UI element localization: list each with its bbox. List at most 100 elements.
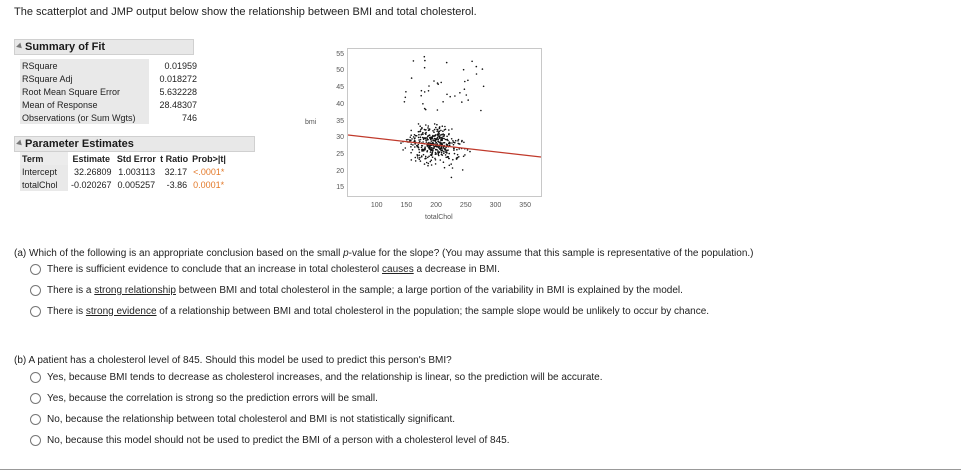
- prob-cell: <.0001*: [193, 166, 225, 177]
- scatter-point: [450, 138, 453, 140]
- scatter-point: [438, 130, 441, 133]
- scatter-point: [425, 141, 428, 143]
- fit-label: RSquare: [20, 59, 149, 72]
- scatter-point: [446, 149, 448, 152]
- scatter-point: [417, 123, 420, 125]
- option-underlined-text: strong relationship: [94, 284, 176, 296]
- y-tick-label: 25: [336, 150, 344, 158]
- question-b-option-2[interactable]: Yes, because the correlation is strong s…: [30, 391, 378, 405]
- option-underlined-text: strong evidence: [85, 305, 157, 317]
- scatter-point: [439, 143, 442, 145]
- scatter-point: [443, 141, 446, 144]
- scatter-point: [457, 142, 459, 145]
- scatter-point: [430, 153, 433, 155]
- question-b-option-4[interactable]: No, because this model should not be use…: [30, 433, 510, 447]
- scatter-point: [434, 140, 437, 142]
- scatter-point: [430, 149, 432, 152]
- question-a-italic: p: [343, 248, 349, 259]
- scatter-point: [402, 149, 404, 151]
- scatter-point: [467, 79, 469, 82]
- scatter-point: [403, 101, 406, 103]
- scatter-point: [423, 163, 426, 165]
- scatter-point: [409, 136, 412, 138]
- radio-button[interactable]: [30, 263, 41, 275]
- disclosure-triangle-icon[interactable]: [16, 139, 24, 148]
- scatter-point: [404, 147, 407, 149]
- radio-button[interactable]: [30, 305, 41, 317]
- intro-text: The scatterplot and JMP output below sho…: [14, 6, 477, 18]
- x-tick-label: 150: [400, 202, 413, 209]
- scatter-point: [417, 143, 420, 146]
- scatter-point: [441, 125, 444, 127]
- scatter-point: [412, 144, 414, 146]
- scatter-point: [414, 156, 417, 159]
- scatter-point: [462, 68, 465, 71]
- option-text: There is a strong relationship between B…: [47, 285, 683, 296]
- scatter-point: [418, 154, 420, 156]
- scatter-point: [456, 148, 458, 151]
- scatter-point: [428, 155, 430, 158]
- scatter-point: [434, 138, 436, 140]
- disclosure-triangle-icon[interactable]: [16, 42, 24, 51]
- estimate-cell: -0.020267: [71, 179, 112, 190]
- y-axis-label: bmi: [305, 119, 317, 126]
- option-text: No, because this model should not be use…: [47, 434, 510, 446]
- scatter-point: [443, 134, 446, 136]
- scatter-point: [452, 143, 455, 146]
- scatter-point: [440, 150, 442, 152]
- scatter-point: [435, 126, 437, 129]
- scatter-point: [444, 128, 447, 131]
- scatter-point: [448, 157, 450, 160]
- scatter-point: [466, 149, 469, 151]
- scatter-point: [419, 160, 422, 162]
- scatter-point: [430, 142, 432, 145]
- scatter-point: [443, 137, 445, 140]
- question-a-option-1[interactable]: There is sufficient evidence to conclude…: [30, 262, 500, 276]
- scatter-point: [437, 152, 440, 155]
- question-b-option-3[interactable]: No, because the relationship between tot…: [30, 412, 455, 426]
- scatter-point: [422, 141, 424, 143]
- scatter-point: [413, 134, 416, 136]
- scatter-point: [407, 138, 409, 141]
- scatter-point: [451, 167, 454, 169]
- radio-button[interactable]: [30, 434, 41, 446]
- scatter-point: [422, 103, 424, 105]
- y-tick-label: 40: [336, 100, 344, 108]
- scatter-point: [430, 140, 433, 142]
- question-a-option-3[interactable]: There is strong evidence of a relationsh…: [30, 304, 709, 318]
- scatter-point: [449, 141, 451, 144]
- scatter-point: [453, 149, 455, 151]
- scatter-point: [423, 107, 426, 110]
- radio-button[interactable]: [30, 392, 41, 404]
- summary-of-fit-header[interactable]: Summary of Fit: [14, 39, 194, 55]
- scatter-point: [475, 65, 478, 68]
- question-a-prefix: (a) Which of the following is an appropr…: [14, 248, 344, 259]
- scatter-point: [427, 164, 429, 167]
- scatter-point: [438, 136, 441, 138]
- parameter-estimates-title: Parameter Estimates: [25, 138, 134, 150]
- scatter-point: [443, 166, 446, 169]
- scatter-point: [475, 73, 478, 75]
- scatter-point: [421, 126, 423, 129]
- question-a-option-2[interactable]: There is a strong relationship between B…: [30, 283, 683, 297]
- scatter-point: [454, 95, 456, 97]
- scatter-point: [453, 152, 456, 155]
- scatter-point: [405, 91, 407, 93]
- scatter-point: [431, 147, 433, 149]
- scatter-point: [422, 153, 425, 156]
- scatter-point: [456, 153, 459, 156]
- scatter-point: [443, 150, 445, 153]
- scatter-point: [423, 128, 426, 131]
- radio-button[interactable]: [30, 371, 41, 383]
- scatter-point: [437, 132, 440, 134]
- parameter-estimates-header[interactable]: Parameter Estimates: [14, 136, 255, 152]
- scatter-point: [447, 149, 449, 151]
- scatter-point: [414, 160, 417, 162]
- scatter-point: [442, 142, 445, 144]
- radio-button[interactable]: [30, 413, 41, 425]
- scatter-point: [424, 146, 426, 148]
- scatter-point: [419, 130, 421, 133]
- question-b-option-1[interactable]: Yes, because BMI tends to decrease as ch…: [30, 370, 603, 384]
- radio-button[interactable]: [30, 284, 41, 296]
- scatter-point: [441, 136, 443, 139]
